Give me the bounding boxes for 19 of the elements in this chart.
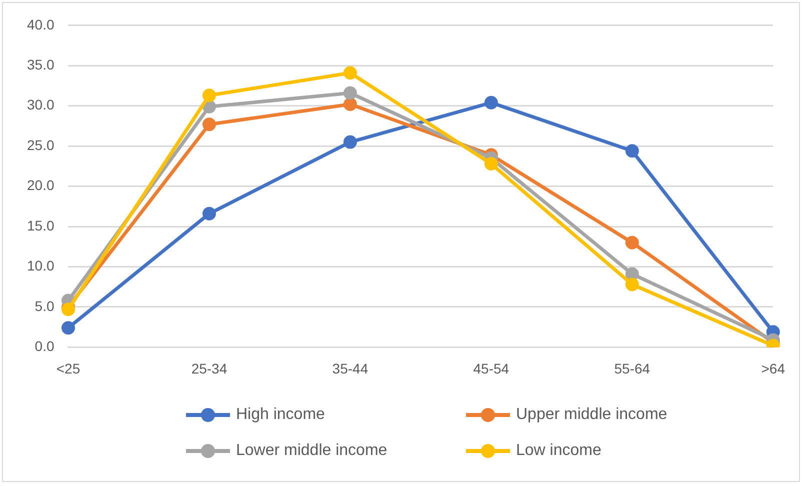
y-tick-label: 0.0 [34,338,54,354]
x-tick-label: <25 [56,360,80,376]
x-tick-label: >64 [761,360,786,376]
x-tick-label: 35-44 [332,360,368,376]
y-tick-label: 25.0 [27,136,54,153]
legend-label: Low income [516,442,602,460]
y-tick-label: 40.0 [27,16,54,32]
y-tick-label: 30.0 [27,96,54,113]
y-tick-label: 5.0 [34,298,54,314]
legend-label: Upper middle income [516,406,668,424]
y-tick-label: 10.0 [27,258,54,274]
legend-label: Lower middle income [236,442,388,460]
x-tick-label: 25-34 [191,360,228,376]
x-tick-label: 55-64 [614,360,650,376]
y-tick-label: 20.0 [27,177,54,194]
y-tick-label: 35.0 [27,56,54,72]
y-tick-label: 15.0 [27,217,54,234]
legend-label: High income [236,406,325,424]
x-tick-label: 45-54 [473,360,510,376]
